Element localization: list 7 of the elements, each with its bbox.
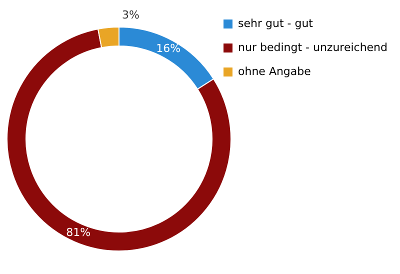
data-label: 3% (122, 8, 140, 22)
donut-slice (6, 28, 232, 252)
legend-label: sehr gut - gut (238, 17, 314, 30)
data-label: 81% (66, 226, 91, 240)
legend-label: ohne Angabe (238, 65, 312, 78)
data-label: 16% (156, 42, 181, 56)
legend-label: nur bedingt - unzureichend (238, 41, 388, 54)
